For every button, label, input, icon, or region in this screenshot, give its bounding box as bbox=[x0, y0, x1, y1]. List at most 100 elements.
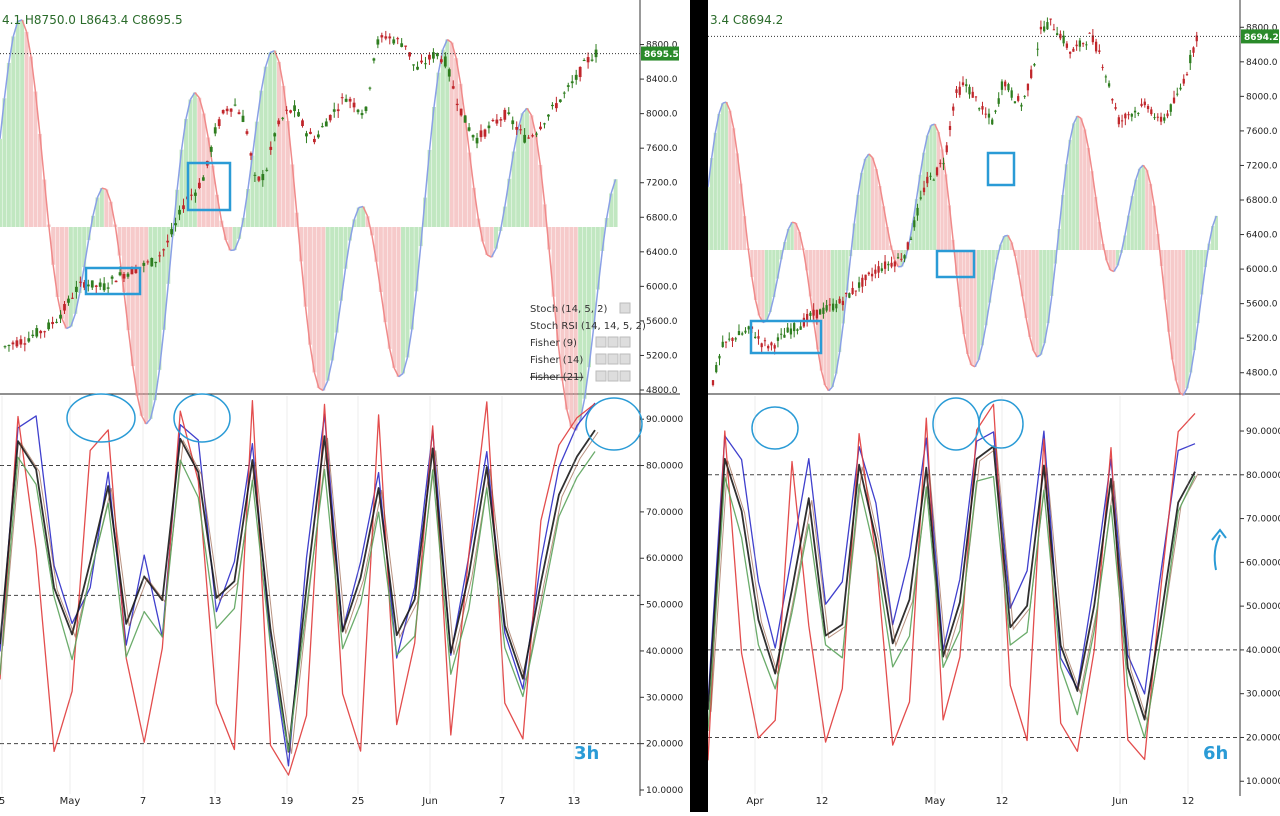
candle-body bbox=[913, 220, 915, 227]
candle-body bbox=[1040, 27, 1042, 30]
highlight-ellipse bbox=[752, 407, 798, 449]
candle-body bbox=[907, 242, 909, 249]
candle-body bbox=[12, 342, 15, 344]
candle-body bbox=[547, 115, 550, 117]
candle-body bbox=[301, 120, 304, 126]
highlight-ellipse bbox=[67, 394, 135, 442]
candle-body bbox=[731, 338, 733, 341]
legend-icon bbox=[620, 303, 630, 313]
candle-body bbox=[591, 60, 594, 61]
candle-body bbox=[1056, 33, 1058, 35]
candle-body bbox=[988, 114, 990, 118]
candle-body bbox=[269, 147, 272, 150]
legend-icon bbox=[596, 354, 606, 364]
candle-body bbox=[761, 343, 763, 347]
candle-body bbox=[848, 293, 850, 298]
candle-body bbox=[523, 135, 526, 143]
candle-body bbox=[744, 331, 746, 333]
candle-body bbox=[903, 255, 905, 258]
candle-body bbox=[887, 264, 889, 265]
osc-tick-label: 60.0000 bbox=[1246, 558, 1280, 568]
candle-body bbox=[178, 210, 181, 215]
price-tick-label: 5200.0 bbox=[646, 351, 678, 361]
price-tick-label: 8400.0 bbox=[1246, 58, 1278, 68]
candle-body bbox=[75, 287, 78, 292]
candle-body bbox=[978, 108, 980, 109]
candle-body bbox=[1186, 74, 1188, 75]
candle-body bbox=[107, 287, 110, 288]
candle-body bbox=[1173, 98, 1175, 103]
candle-body bbox=[1144, 102, 1146, 105]
fisher-line-segment bbox=[792, 222, 796, 223]
candle-body bbox=[484, 130, 487, 137]
candle-body bbox=[838, 299, 840, 303]
date-tick-label: Jun bbox=[421, 796, 438, 807]
candle-body bbox=[59, 315, 62, 319]
candle-body bbox=[162, 249, 165, 250]
candle-body bbox=[373, 58, 376, 60]
candle-body bbox=[392, 39, 395, 43]
legend-icon bbox=[608, 354, 618, 364]
candle-body bbox=[1121, 120, 1123, 121]
candle-body bbox=[806, 314, 808, 320]
candle-body bbox=[1192, 47, 1194, 52]
candle-body bbox=[864, 275, 866, 280]
candle-body bbox=[783, 335, 785, 338]
candle-body bbox=[1014, 101, 1016, 103]
candle-body bbox=[563, 93, 566, 94]
candle-body bbox=[575, 75, 578, 80]
candle-body bbox=[1024, 96, 1026, 97]
candle-body bbox=[939, 163, 941, 164]
panel-divider bbox=[690, 0, 708, 812]
candle-body bbox=[1160, 117, 1162, 122]
candle-body bbox=[412, 64, 415, 65]
candle-body bbox=[539, 127, 542, 129]
candle-body bbox=[874, 270, 876, 274]
candle-body bbox=[933, 180, 935, 181]
candle-body bbox=[297, 112, 300, 116]
candle-body bbox=[214, 127, 217, 133]
candle-body bbox=[1069, 52, 1071, 54]
candle-body bbox=[754, 337, 756, 338]
candle-body bbox=[551, 105, 554, 106]
candle-body bbox=[959, 87, 961, 95]
candle-body bbox=[8, 345, 11, 346]
candle-body bbox=[464, 115, 467, 122]
candle-body bbox=[998, 98, 1000, 104]
candle-body bbox=[242, 116, 245, 122]
price-tick-label: 7200.0 bbox=[1246, 161, 1278, 171]
price-tick-label: 5600.0 bbox=[1246, 300, 1278, 310]
candle-body bbox=[273, 133, 276, 136]
osc-tick-label: 70.0000 bbox=[1246, 515, 1280, 525]
osc-tick-label: 10.0000 bbox=[1246, 777, 1280, 787]
candle-body bbox=[583, 60, 586, 61]
candle-body bbox=[884, 261, 886, 268]
candle-body bbox=[881, 268, 883, 271]
candle-body bbox=[198, 183, 201, 188]
candle-body bbox=[257, 177, 260, 181]
candle-body bbox=[1085, 44, 1087, 45]
fisher-line-segment bbox=[359, 207, 363, 208]
candle-body bbox=[748, 326, 750, 329]
candle-body bbox=[968, 87, 970, 94]
candle-body bbox=[79, 282, 82, 283]
candle-body bbox=[158, 255, 161, 256]
candle-body bbox=[1105, 76, 1107, 77]
candle-body bbox=[1176, 94, 1178, 95]
osc-tick-label: 80.0000 bbox=[646, 462, 683, 472]
candle-body bbox=[238, 112, 241, 114]
candle-body bbox=[972, 92, 974, 98]
candle-body bbox=[757, 336, 759, 339]
candle-body bbox=[325, 121, 328, 126]
candle-body bbox=[265, 170, 268, 171]
legend-item-label: Stoch RSI (14, 14, 5, 2) bbox=[530, 321, 646, 332]
candle-body bbox=[855, 291, 857, 292]
price-tick-label: 6400.0 bbox=[1246, 231, 1278, 241]
candle-body bbox=[725, 342, 727, 343]
candle-body bbox=[981, 106, 983, 109]
candle-body bbox=[420, 61, 423, 63]
candle-body bbox=[142, 263, 145, 266]
candle-body bbox=[480, 130, 483, 137]
legend-icon bbox=[620, 337, 630, 347]
